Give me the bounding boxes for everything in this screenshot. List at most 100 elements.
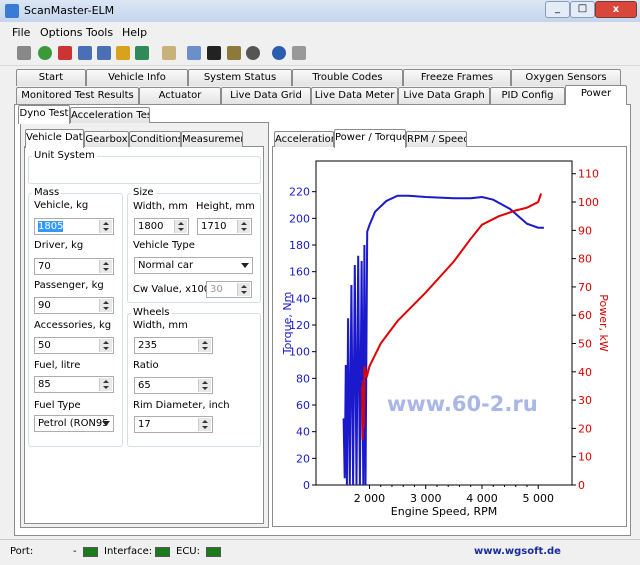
chart-tab[interactable]: Acceleration: [274, 131, 334, 147]
y2-tick-label: 70: [578, 281, 592, 294]
tool-icon[interactable]: [227, 46, 241, 60]
menu-item[interactable]: Help: [122, 26, 148, 39]
sub-tab[interactable]: Acceleration Test: [70, 107, 150, 123]
tool-icon[interactable]: [78, 46, 92, 60]
toolbar: [0, 42, 640, 66]
sub-tab[interactable]: Gearbox: [84, 131, 129, 147]
field-value: 30: [210, 284, 223, 295]
input-field[interactable]: 70: [34, 258, 114, 275]
app-icon: [5, 4, 19, 18]
input-field[interactable]: 1805: [34, 218, 114, 235]
tab[interactable]: Live Data Meter: [311, 87, 398, 104]
combo-box[interactable]: Normal car: [134, 257, 253, 274]
tool-icon[interactable]: [116, 46, 130, 60]
y-tick-label: 140: [289, 292, 310, 305]
y-tick-label: 100: [289, 346, 310, 359]
minimize-button[interactable]: _: [545, 1, 570, 18]
tool-icon[interactable]: [207, 46, 221, 60]
y2-tick-label: 50: [578, 338, 592, 351]
spinner[interactable]: [198, 339, 211, 352]
sub-tab[interactable]: Vehicle Data: [25, 129, 84, 148]
y-tick-label: 80: [296, 372, 310, 385]
tab[interactable]: Trouble Codes: [292, 69, 403, 86]
status-bar: Port: - Interface: ECU: www.wgsoft.de: [0, 539, 640, 565]
tool-icon[interactable]: [246, 46, 260, 60]
tab[interactable]: Monitored Test Results: [16, 87, 139, 104]
sub-tab[interactable]: Measurement: [181, 131, 243, 147]
y2-tick-label: 60: [578, 309, 592, 322]
spinner[interactable]: [99, 378, 112, 391]
field-label: Accessories, kg: [34, 320, 112, 331]
status-led: [155, 547, 170, 557]
input-field[interactable]: 17: [134, 416, 213, 433]
tool-icon[interactable]: [17, 46, 31, 60]
field-label: Width, mm: [133, 201, 188, 212]
spinner[interactable]: [99, 339, 112, 352]
x-tick-label: 5 000: [522, 492, 554, 505]
chart-tab[interactable]: RPM / Speed: [406, 131, 467, 147]
sub-tab[interactable]: Dyno Test: [18, 105, 70, 124]
status-link[interactable]: www.wgsoft.de: [474, 546, 561, 557]
spinner[interactable]: [237, 283, 250, 296]
tab[interactable]: Start: [16, 69, 86, 86]
input-field[interactable]: 235: [134, 337, 213, 354]
tool-icon[interactable]: [97, 46, 111, 60]
sub-tab[interactable]: Conditions: [129, 131, 181, 147]
watermark: www.60-2.ru: [387, 392, 538, 416]
field-value: 235: [138, 340, 158, 351]
spinner[interactable]: [198, 418, 211, 431]
menu-item[interactable]: Tools: [86, 26, 114, 39]
spinner[interactable]: [99, 260, 112, 273]
tool-icon[interactable]: [187, 46, 201, 60]
tool-icon[interactable]: [162, 46, 176, 60]
field-label: Vehicle, kg: [34, 200, 89, 211]
field-label: Rim Diameter, inch: [133, 400, 230, 411]
tab[interactable]: Vehicle Info: [86, 69, 188, 86]
dropdown-button[interactable]: [102, 421, 110, 426]
close-button[interactable]: x: [595, 1, 637, 18]
spinner[interactable]: [99, 220, 112, 233]
input-field[interactable]: 90: [34, 297, 114, 314]
chart-tab[interactable]: Power / Torque: [334, 129, 406, 148]
y2-tick-label: 10: [578, 451, 592, 464]
maximize-button[interactable]: □: [570, 1, 595, 18]
spinner[interactable]: [99, 299, 112, 312]
input-field[interactable]: 30: [206, 281, 252, 298]
tab[interactable]: System Status: [188, 69, 292, 86]
tab[interactable]: Actuator: [139, 87, 221, 104]
status-label: ECU:: [176, 546, 200, 557]
menu-item[interactable]: File: [12, 26, 31, 39]
field-label: Fuel Type: [34, 400, 81, 411]
field-value: 65: [138, 380, 151, 391]
menu-item[interactable]: Options: [40, 26, 83, 39]
y-axis-label: Torque, Nm: [281, 292, 294, 356]
status-led: [83, 547, 98, 557]
tool-icon[interactable]: [292, 46, 306, 60]
tab[interactable]: Live Data Grid: [221, 87, 311, 104]
y-tick-label: 200: [289, 212, 310, 225]
input-field[interactable]: 1710: [197, 218, 252, 235]
x-tick-label: 2 000: [354, 492, 386, 505]
spinner[interactable]: [237, 220, 250, 233]
y-tick-label: 0: [303, 479, 310, 492]
tab[interactable]: Power: [565, 85, 627, 105]
tool-icon[interactable]: [58, 46, 72, 60]
group-title: Wheels: [131, 307, 172, 318]
input-field[interactable]: 85: [34, 376, 114, 393]
tab[interactable]: Freeze Frames: [403, 69, 511, 86]
input-field[interactable]: 65: [134, 377, 213, 394]
tool-icon[interactable]: [38, 46, 52, 60]
spinner[interactable]: [174, 220, 187, 233]
tab[interactable]: Live Data Graph: [398, 87, 490, 104]
x-tick-label: 4 000: [466, 492, 498, 505]
input-field[interactable]: 50: [34, 337, 114, 354]
spinner[interactable]: [198, 379, 211, 392]
tool-icon[interactable]: [272, 46, 286, 60]
y2-tick-label: 80: [578, 253, 592, 266]
input-field[interactable]: 1800: [134, 218, 189, 235]
combo-box[interactable]: Petrol (RON95: [34, 415, 114, 432]
tab[interactable]: PID Config: [490, 87, 565, 104]
tab[interactable]: Oxygen Sensors: [511, 69, 621, 86]
dropdown-button[interactable]: [241, 263, 249, 268]
tool-icon[interactable]: [135, 46, 149, 60]
